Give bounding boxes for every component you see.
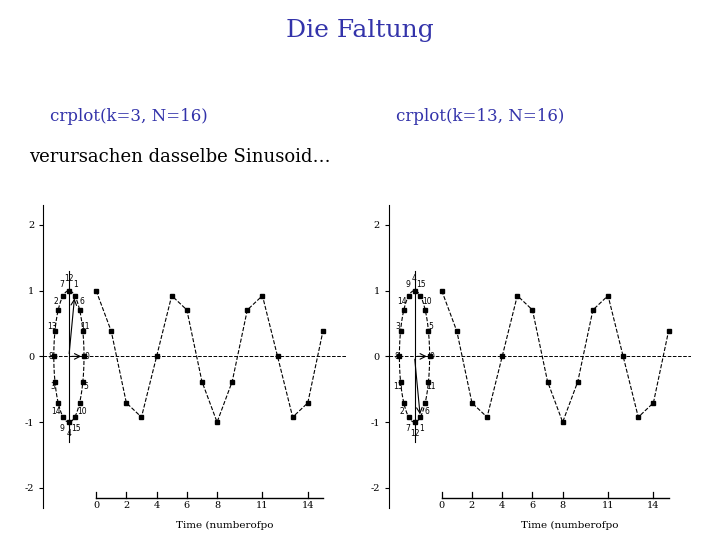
Text: 11: 11: [426, 382, 436, 390]
Text: 15: 15: [71, 423, 81, 433]
Text: 13: 13: [393, 382, 402, 390]
Text: crplot(k=3, N=16): crplot(k=3, N=16): [50, 108, 208, 125]
Text: Time (numberofpo: Time (numberofpo: [176, 521, 274, 530]
Text: 14: 14: [647, 501, 660, 510]
Text: 12: 12: [64, 274, 73, 284]
Text: 2: 2: [123, 501, 130, 510]
Text: 4: 4: [153, 501, 160, 510]
Text: 11: 11: [81, 322, 90, 331]
Text: 0: 0: [84, 352, 89, 361]
Text: 6: 6: [184, 501, 190, 510]
Text: 8: 8: [395, 352, 399, 361]
Text: 6: 6: [529, 501, 536, 510]
Text: 5: 5: [428, 322, 433, 331]
Text: 2: 2: [400, 407, 404, 416]
Text: 7: 7: [60, 280, 65, 289]
Text: 11: 11: [256, 501, 269, 510]
Text: 2: 2: [469, 501, 475, 510]
Text: 10: 10: [423, 297, 432, 306]
Text: 9: 9: [60, 423, 65, 433]
Text: 7: 7: [405, 423, 410, 433]
Text: 14: 14: [397, 297, 407, 306]
Text: 8: 8: [49, 352, 53, 361]
Text: 3: 3: [395, 322, 400, 331]
Text: 15: 15: [416, 280, 426, 289]
Text: 0: 0: [430, 352, 435, 361]
Text: 9: 9: [405, 280, 410, 289]
Text: 8: 8: [214, 501, 220, 510]
Text: 14: 14: [302, 501, 314, 510]
Text: 1: 1: [73, 280, 78, 289]
Text: 2: 2: [54, 297, 58, 306]
Text: 3: 3: [50, 382, 55, 390]
Text: crplot(k=13, N=16): crplot(k=13, N=16): [396, 108, 564, 125]
Text: 4: 4: [412, 274, 417, 284]
Text: 10: 10: [77, 407, 86, 416]
Text: 5: 5: [83, 382, 88, 390]
Text: 0: 0: [93, 501, 99, 510]
Text: verursachen dasselbe Sinusoid…: verursachen dasselbe Sinusoid…: [29, 148, 330, 166]
Text: 0: 0: [438, 501, 445, 510]
Text: 13: 13: [48, 322, 57, 331]
Text: Die Faltung: Die Faltung: [286, 19, 434, 42]
Text: 4: 4: [66, 429, 71, 438]
Text: 4: 4: [499, 501, 505, 510]
Text: 6: 6: [79, 297, 84, 306]
Text: 14: 14: [51, 407, 61, 416]
Text: 6: 6: [425, 407, 430, 416]
Text: 8: 8: [559, 501, 566, 510]
Text: 12: 12: [410, 429, 419, 438]
Text: Time (numberofpo: Time (numberofpo: [521, 521, 619, 530]
Text: 1: 1: [419, 423, 423, 433]
Text: 11: 11: [602, 501, 614, 510]
